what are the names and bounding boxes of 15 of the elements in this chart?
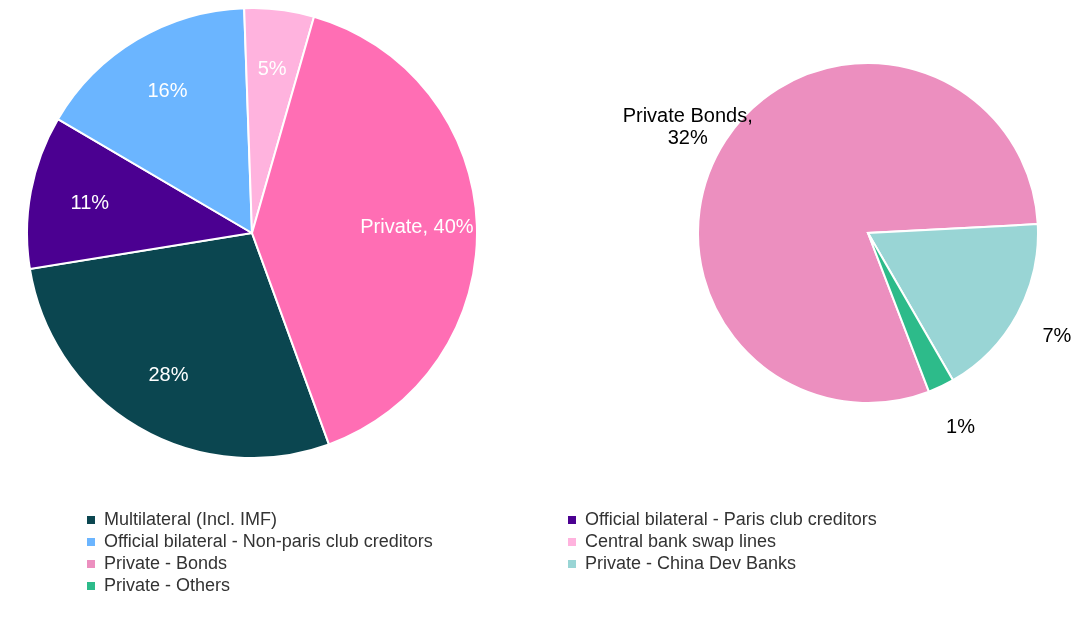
data-label: 28%	[148, 363, 189, 386]
data-label: 11%	[70, 190, 110, 213]
data-label: 16%	[147, 79, 188, 102]
legend-label: Private - China Dev Banks	[585, 553, 797, 573]
data-label: 5%	[257, 57, 287, 80]
data-label: 1%	[946, 415, 976, 438]
data-label: Private Bonds, 32%	[622, 103, 753, 148]
slice-label: Private, 40%	[360, 215, 474, 238]
data-label: 7%	[1042, 323, 1072, 346]
legend-label: Private - Others	[104, 575, 231, 595]
legend-label: Official bilateral - Paris club creditors	[585, 509, 877, 529]
legend-label: Official bilateral - Non-paris club creditors	[104, 531, 433, 551]
legend-label: Central bank swap lines	[585, 531, 777, 551]
legend-label: Private - Bonds	[104, 553, 228, 573]
legend-label: Multilateral (Incl. IMF)	[104, 509, 278, 529]
